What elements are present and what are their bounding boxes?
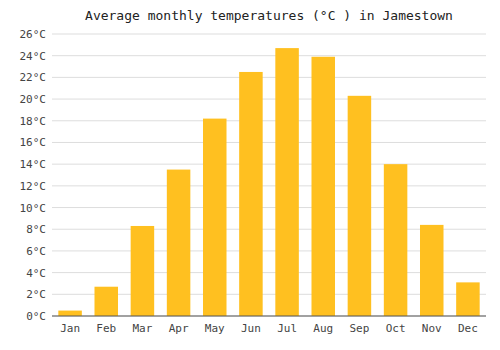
y-tick-label: 0°C [26, 310, 46, 323]
y-tick-label: 22°C [20, 71, 47, 84]
x-tick-label: May [205, 322, 225, 335]
x-tick-label: Apr [169, 322, 189, 335]
grid-line [52, 34, 486, 35]
chart: Average monthly temperatures (°C ) in Ja… [0, 0, 500, 350]
title: Average monthly temperatures (°C ) in Ja… [85, 8, 453, 23]
bar [167, 170, 191, 316]
y-tick-label: 6°C [26, 245, 46, 258]
x-tick-label: Dec [458, 322, 478, 335]
x-tick-label: Jun [241, 322, 261, 335]
y-tick-label: 16°C [20, 136, 47, 149]
x-tick-label: Aug [313, 322, 333, 335]
chart-container: Average monthly temperatures (°C ) in Ja… [0, 0, 500, 350]
y-tick-label: 20°C [20, 93, 47, 106]
x-tick-label: Nov [422, 322, 442, 335]
bar [131, 226, 155, 316]
bar [94, 287, 118, 316]
bar [58, 311, 82, 316]
x-tick-label: Sep [349, 322, 369, 335]
bar [203, 119, 227, 316]
grid-line [52, 142, 486, 143]
y-tick-label: 18°C [20, 115, 47, 128]
grid-line [52, 207, 486, 208]
y-tick-label: 10°C [20, 202, 47, 215]
bar [311, 57, 335, 316]
x-tick-label: Jan [60, 322, 80, 335]
x-axis-line [52, 316, 486, 317]
grid-line [52, 55, 486, 56]
grid-line [52, 77, 486, 78]
bar [420, 225, 444, 316]
grid-line [52, 164, 486, 165]
bar [456, 282, 480, 316]
x-tick-label: Feb [96, 322, 116, 335]
bars [58, 48, 479, 316]
x-tick-label: Mar [132, 322, 152, 335]
y-tick-label: 26°C [20, 28, 47, 41]
bar [239, 72, 263, 316]
bar [384, 164, 408, 316]
bar [275, 48, 299, 316]
y-tick-label: 14°C [20, 158, 47, 171]
x-tick-label: Jul [277, 322, 297, 335]
y-tick-label: 12°C [20, 180, 47, 193]
grid-line [52, 316, 486, 317]
bar [348, 96, 372, 316]
grid [52, 34, 486, 316]
y-tick-label: 8°C [26, 223, 46, 236]
grid-line [52, 185, 486, 186]
x-tick-label: Oct [386, 322, 406, 335]
y-tick-label: 24°C [20, 50, 47, 63]
grid-line [52, 120, 486, 121]
y-tick-label: 4°C [26, 267, 46, 280]
grid-line [52, 99, 486, 100]
y-tick-label: 2°C [26, 288, 46, 301]
